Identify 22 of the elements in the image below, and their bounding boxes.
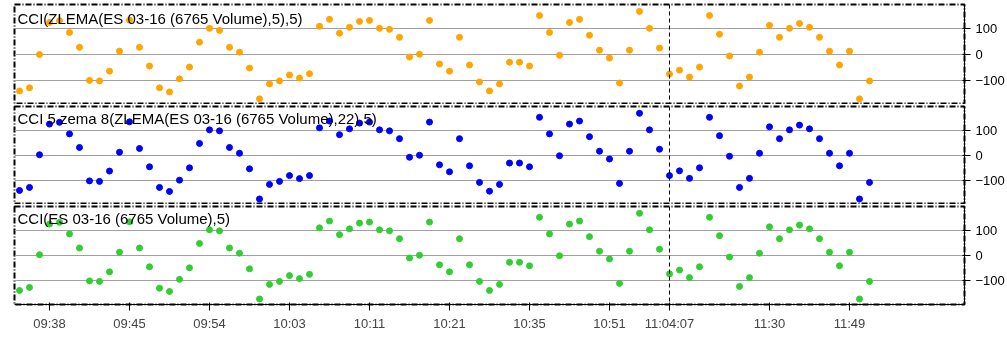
x-tick-label: 10:21 — [433, 315, 466, 331]
y-tick-label: −100 — [975, 173, 1005, 189]
y-tick-label: −100 — [975, 72, 1005, 88]
y-tick-label: 0 — [975, 248, 983, 263]
x-tick-label: 10:11 — [353, 315, 386, 331]
y-tick-label: 0 — [975, 148, 983, 163]
chart-title: CCI(ES 03-16 (6765 Volume),5) — [17, 209, 231, 227]
x-tick-label: 10:03 — [273, 315, 306, 331]
x-tick-label: 11:04:07 — [644, 315, 695, 331]
y-tick-label: 100 — [975, 122, 998, 138]
x-tick-label: 11:30 — [753, 315, 786, 331]
y-tick-label: −100 — [975, 273, 1005, 289]
x-tick-label: 10:51 — [593, 315, 626, 331]
x-tick-label: 10:35 — [513, 315, 546, 331]
x-tick-label: 11:49 — [833, 315, 866, 331]
x-tick-label: 09:54 — [193, 315, 226, 331]
x-tick-label: 09:45 — [113, 315, 146, 331]
y-tick-label: 100 — [975, 21, 998, 37]
y-tick-label: 100 — [975, 222, 998, 238]
y-tick-label: 0 — [975, 47, 983, 62]
chart-title: CCI(ZLEMA(ES 03-16 (6765 Volume),5),5) — [17, 9, 303, 27]
x-tick-label: 09:38 — [33, 315, 66, 331]
